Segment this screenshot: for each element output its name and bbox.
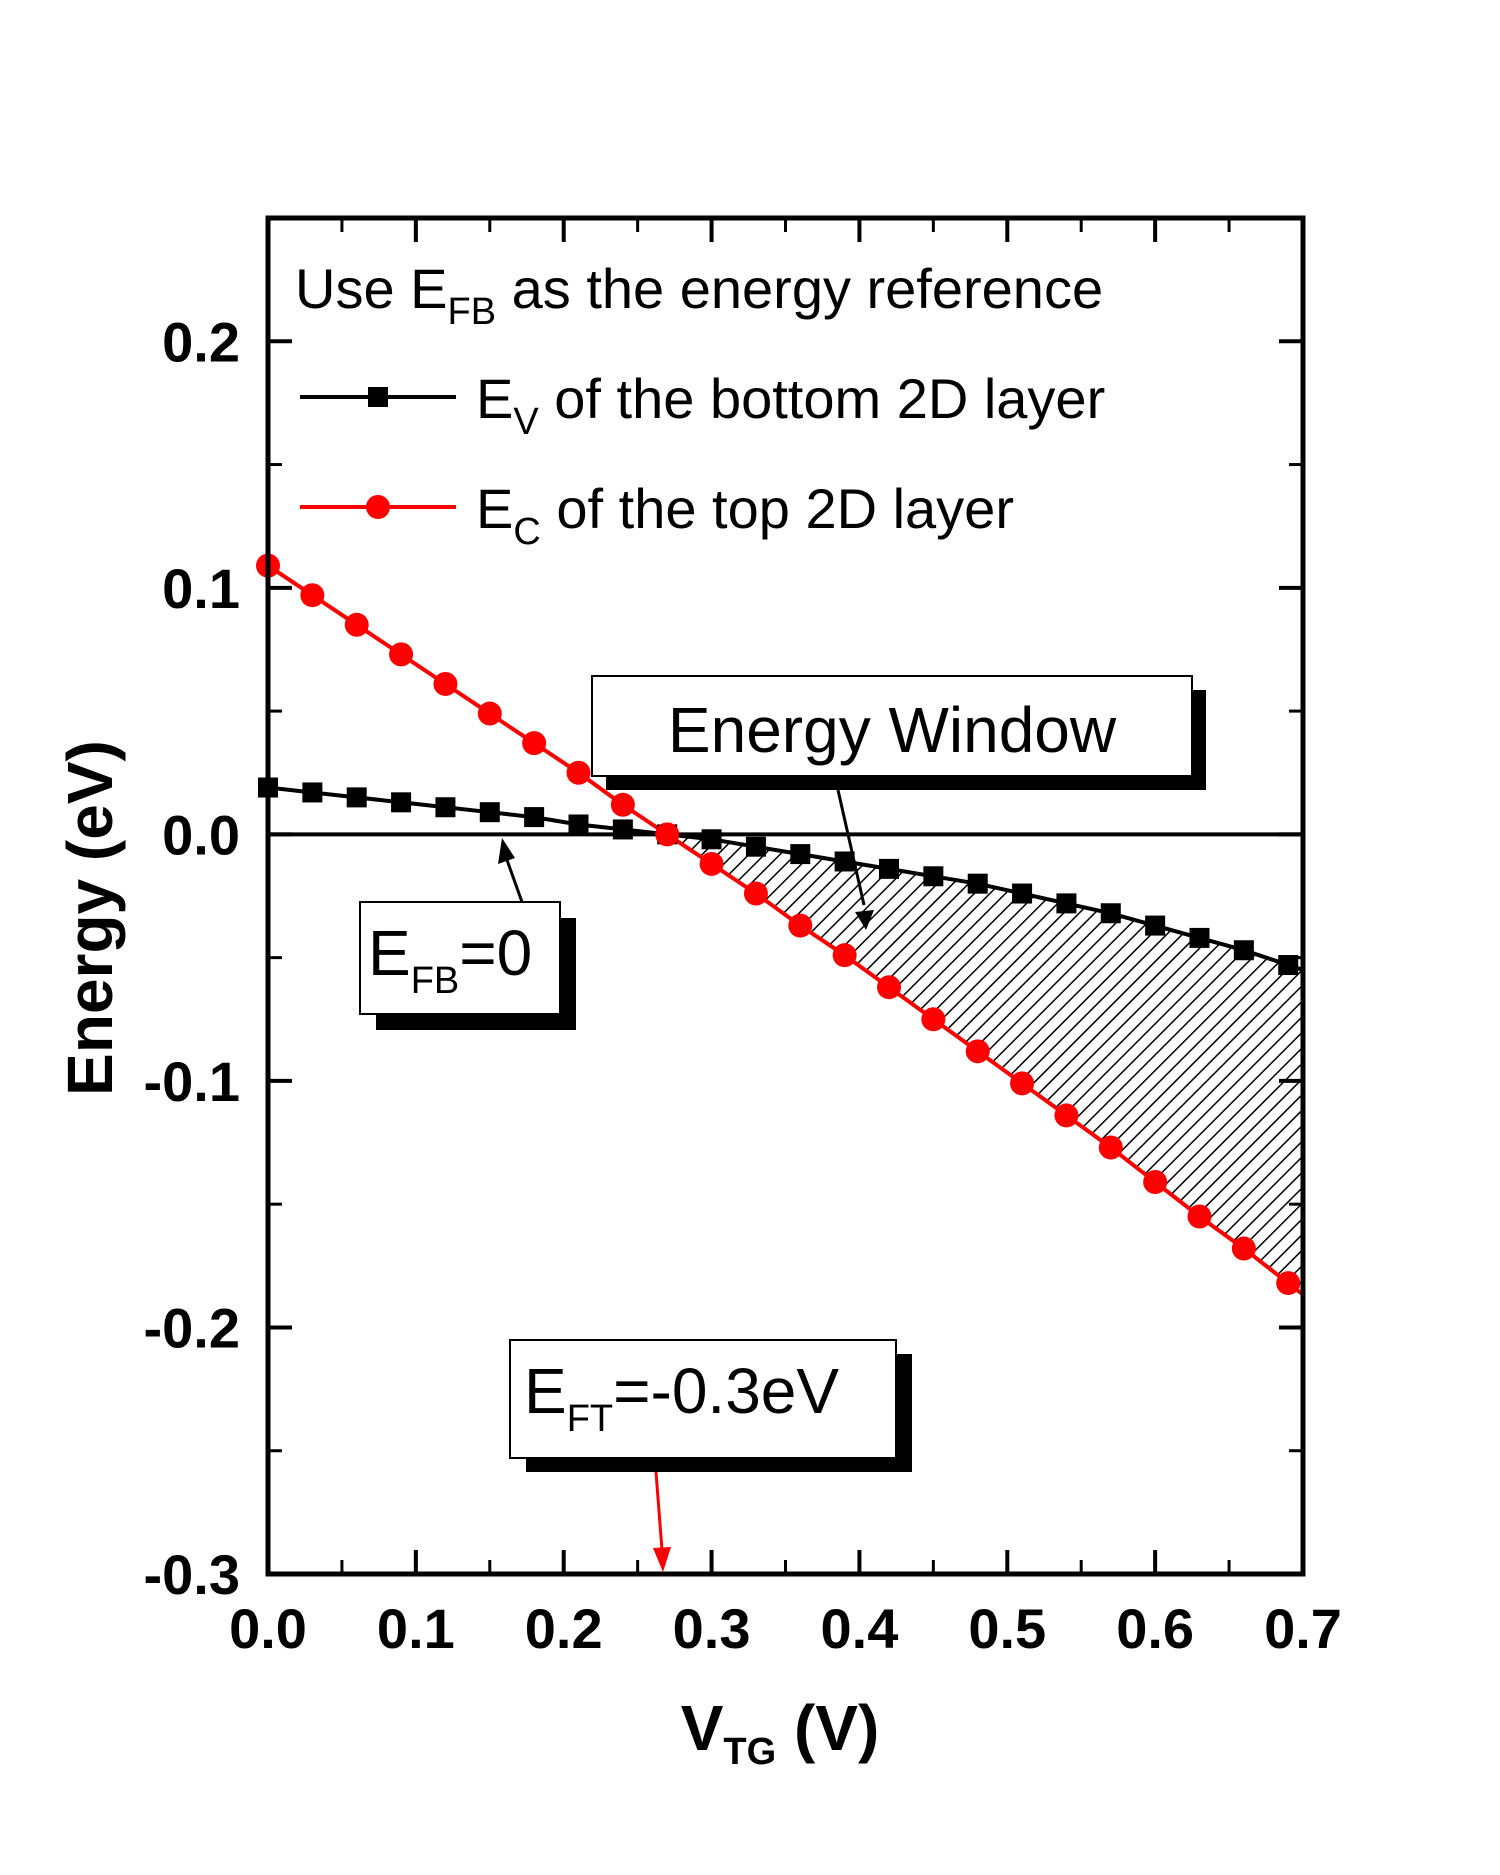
ev-point-20 — [1145, 915, 1166, 936]
ev-point-5 — [479, 802, 500, 823]
eft-annotation: EFT=-0.3eV — [509, 1339, 912, 1572]
tick-layer: 0.0 0.1 0.2 0.3 0.4 0.5 0.6 0.7 -0.3 -0.2 -0.1 0.0 0… — [144, 218, 1342, 1660]
ec-point-12 — [788, 913, 813, 938]
ec-point-1 — [300, 583, 325, 608]
marker-layer — [256, 553, 1301, 1296]
ec-point-18 — [1054, 1103, 1079, 1128]
ev-point-14 — [879, 858, 899, 879]
ev-point-2 — [346, 787, 367, 808]
legend-header: Use EFB as the energy reference — [295, 257, 1103, 333]
ec-point-17 — [1010, 1071, 1035, 1096]
ev-point-13 — [834, 851, 855, 872]
y-tick-label: -0.2 — [144, 1296, 241, 1359]
legend-label-ec: EC of the top 2D layer — [476, 477, 1014, 553]
ev-point-23 — [1278, 955, 1299, 976]
ev-point-3 — [391, 792, 412, 813]
x-tick-label: 0.4 — [820, 1597, 898, 1660]
ec-point-22 — [1231, 1236, 1256, 1261]
ec-point-10 — [699, 851, 724, 876]
y-tick-label: -0.1 — [144, 1050, 241, 1113]
ev-point-10 — [701, 829, 722, 850]
y-axis-title: Energy (eV) — [54, 740, 126, 1096]
ec-point-23 — [1276, 1271, 1301, 1296]
x-tick-label: 0.7 — [1264, 1597, 1342, 1660]
ev-point-18 — [1056, 893, 1077, 914]
ec-point-20 — [1143, 1169, 1168, 1194]
ev-point-17 — [1012, 883, 1033, 904]
y-tick-label: -0.3 — [144, 1543, 241, 1606]
ec-point-13 — [832, 943, 857, 968]
ev-point-4 — [435, 797, 456, 818]
ec-point-3 — [389, 642, 414, 667]
ec-point-11 — [743, 881, 768, 906]
energy-window-region — [667, 834, 1303, 1295]
x-tick-label: 0.1 — [377, 1597, 455, 1660]
x-tick-label: 0.2 — [525, 1597, 603, 1660]
y-tick-label: 0.2 — [162, 310, 240, 373]
ec-point-14 — [877, 975, 901, 1000]
x-tick-label: 0.3 — [673, 1597, 751, 1660]
svg-text:EFT=-0.3eV: EFT=-0.3eV — [524, 1355, 839, 1440]
ec-point-21 — [1187, 1204, 1212, 1229]
ev-point-15 — [923, 866, 944, 887]
svg-text:EFB=0: EFB=0 — [368, 917, 532, 1002]
x-axis-title: VTG (V) — [681, 1692, 880, 1773]
energy-window-annotation: Energy Window — [591, 675, 1206, 930]
y-tick-label: 0.1 — [162, 557, 240, 620]
legend-label-ev: EV of the bottom 2D layer — [476, 367, 1105, 443]
ec-point-8 — [610, 792, 635, 817]
ev-point-12 — [790, 844, 811, 865]
ev-point-11 — [745, 836, 766, 857]
ev-point-21 — [1189, 927, 1210, 948]
ev-point-1 — [302, 782, 323, 803]
legend-marker-ec — [366, 495, 390, 519]
efb-annotation: EFB=0 — [359, 838, 576, 1030]
legend-marker-ev — [368, 387, 388, 407]
ec-point-2 — [344, 612, 369, 637]
ev-point-16 — [967, 873, 988, 894]
ec-point-16 — [965, 1039, 990, 1064]
x-tick-label: 0.5 — [968, 1597, 1046, 1660]
ec-point-6 — [522, 731, 547, 756]
ec-point-9 — [655, 822, 680, 847]
y-tick-label: 0.0 — [162, 803, 240, 866]
x-tick-label: 0.0 — [229, 1597, 307, 1660]
ev-point-22 — [1233, 940, 1254, 961]
ec-point-5 — [477, 701, 502, 726]
ev-point-8 — [612, 819, 633, 840]
ev-point-19 — [1100, 903, 1121, 924]
svg-text:Energy Window: Energy Window — [668, 694, 1117, 766]
legend: Use EFB as the energy reference EV of th… — [295, 257, 1105, 553]
ec-point-4 — [433, 671, 458, 696]
x-tick-label: 0.6 — [1116, 1597, 1194, 1660]
ec-point-15 — [921, 1007, 946, 1032]
ec-point-19 — [1098, 1135, 1123, 1160]
ev-point-6 — [524, 807, 545, 828]
ec-point-7 — [566, 760, 591, 785]
ev-point-7 — [568, 814, 589, 835]
